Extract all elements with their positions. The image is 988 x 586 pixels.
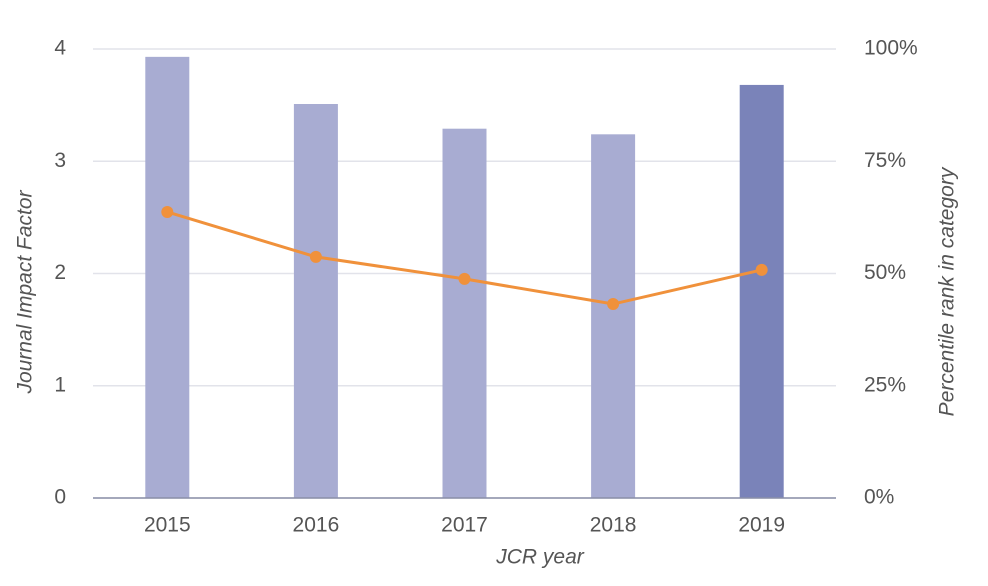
bar: [591, 134, 636, 498]
bar: [145, 56, 190, 499]
line-point: [607, 298, 620, 311]
y2-tick-label: 0%: [864, 486, 894, 509]
line-point: [161, 205, 174, 218]
x-tick-label: 2015: [144, 514, 191, 537]
y-tick-label: 4: [54, 37, 66, 60]
y-tick-label: 3: [54, 149, 66, 172]
line-point: [309, 250, 322, 263]
y-axis-title: Journal Impact Factor: [14, 189, 37, 394]
bar: [739, 84, 784, 499]
line-point: [458, 272, 471, 285]
x-tick-label: 2018: [590, 514, 637, 537]
line-point: [755, 263, 768, 276]
y2-tick-label: 100%: [864, 37, 918, 60]
x-axis-title: JCR year: [495, 546, 585, 569]
y2-tick-label: 25%: [864, 373, 906, 396]
x-tick-label: 2016: [293, 514, 340, 537]
y2-tick-label: 75%: [864, 149, 906, 172]
y-tick-label: 1: [54, 373, 66, 396]
bar: [293, 104, 338, 498]
y2-axis-title: Percentile rank in category: [936, 166, 959, 416]
x-tick-label: 2019: [738, 514, 785, 537]
bar: [442, 128, 487, 498]
x-tick-label: 2017: [441, 514, 488, 537]
y-tick-label: 2: [54, 261, 66, 284]
y-tick-label: 0: [54, 486, 66, 509]
y2-tick-label: 50%: [864, 261, 906, 284]
